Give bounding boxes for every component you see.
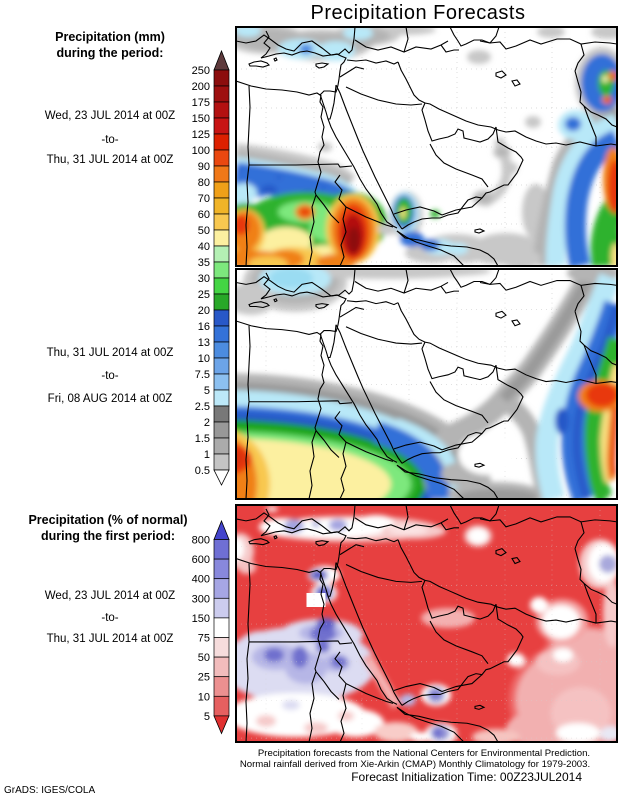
svg-text:10: 10 [198, 353, 210, 365]
svg-text:25: 25 [198, 672, 210, 684]
svg-text:175: 175 [192, 97, 210, 109]
svg-text:100: 100 [192, 145, 210, 157]
svg-text:25: 25 [198, 289, 210, 301]
svg-text:300: 300 [192, 593, 210, 605]
svg-text:10: 10 [198, 691, 210, 703]
svg-text:16: 16 [198, 321, 210, 333]
svg-text:5: 5 [204, 711, 210, 723]
svg-text:75: 75 [198, 633, 210, 645]
svg-text:35: 35 [198, 257, 210, 269]
svg-text:150: 150 [192, 613, 210, 625]
svg-text:400: 400 [192, 574, 210, 586]
svg-text:2: 2 [204, 417, 210, 429]
svg-text:5: 5 [204, 385, 210, 397]
svg-text:20: 20 [198, 305, 210, 317]
svg-text:70: 70 [198, 193, 210, 205]
svg-text:600: 600 [192, 554, 210, 566]
svg-text:90: 90 [198, 161, 210, 173]
svg-text:1.5: 1.5 [195, 433, 210, 445]
svg-text:80: 80 [198, 177, 210, 189]
svg-text:13: 13 [198, 337, 210, 349]
svg-text:7.5: 7.5 [195, 369, 210, 381]
svg-text:0.5: 0.5 [195, 465, 210, 477]
svg-text:40: 40 [198, 241, 210, 253]
svg-text:50: 50 [198, 652, 210, 664]
svg-text:60: 60 [198, 209, 210, 221]
svg-text:2.5: 2.5 [195, 401, 210, 413]
svg-text:200: 200 [192, 81, 210, 93]
svg-text:250: 250 [192, 65, 210, 77]
svg-text:30: 30 [198, 273, 210, 285]
svg-text:1: 1 [204, 449, 210, 461]
svg-text:150: 150 [192, 113, 210, 125]
svg-text:125: 125 [192, 129, 210, 141]
svg-text:800: 800 [192, 535, 210, 547]
svg-text:50: 50 [198, 225, 210, 237]
